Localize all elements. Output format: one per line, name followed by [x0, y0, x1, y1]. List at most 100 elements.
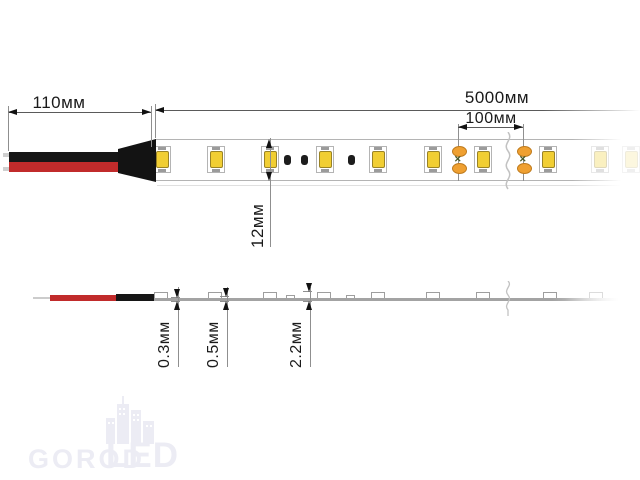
dim-arrow-right: [514, 124, 523, 130]
resistor-smd: [347, 155, 355, 165]
led-side-profile: [371, 292, 385, 298]
wire-red-side: [50, 294, 117, 301]
led-smd: [207, 146, 225, 173]
dim-line-100: [458, 127, 523, 128]
break-wave-icon: [505, 132, 511, 190]
wire-black-side: [116, 294, 154, 301]
dim-arrow-down: [223, 287, 229, 297]
dim-label-cut-step: 100мм: [465, 110, 517, 127]
led-body: [624, 151, 638, 168]
led-side-profile: [426, 292, 440, 298]
cut-mark-x: ✕: [519, 153, 527, 164]
dim-line-5000: [155, 110, 640, 111]
dim-label-thickness-0: 0.3мм: [156, 321, 173, 368]
dim-line-110: [8, 112, 151, 113]
led-contact: [429, 147, 437, 150]
led-contact: [627, 169, 635, 172]
led-contact: [158, 147, 166, 150]
wire-bare-tip-side: [33, 297, 51, 299]
dim-extension-line: [7, 106, 9, 151]
dim-line-12: [269, 138, 271, 247]
led-contact: [212, 169, 220, 172]
solder-pad: [451, 163, 467, 174]
led-body: [476, 151, 490, 168]
resistor-smd: [283, 155, 291, 165]
solder-pad: [516, 163, 532, 174]
led-contact: [429, 169, 437, 172]
led-side-profile: [317, 292, 331, 298]
watermark-text-gorod: GOROD: [28, 444, 146, 474]
led-smd: [369, 146, 387, 173]
led-side-profile: [589, 292, 603, 298]
watermark-logo: GOROD LED: [24, 394, 284, 480]
dim-arrow-up: [174, 300, 180, 310]
led-side-profile: [476, 292, 490, 298]
dim-arrow-up: [306, 300, 312, 310]
solder-pad: [516, 146, 532, 157]
dim-arrow-left: [458, 124, 467, 130]
dim-arrow-down: [266, 172, 272, 181]
dim-arrow-up: [223, 300, 229, 310]
dim-label-strip-length: 5000мм: [464, 88, 530, 107]
led-contact: [374, 169, 382, 172]
led-contact: [544, 147, 552, 150]
city-skyline-icon: [106, 396, 154, 444]
break-wave-icon: [505, 281, 511, 316]
led-contact: [158, 169, 166, 172]
wire-bare-tip: [3, 153, 10, 157]
dim-extension-line: [150, 106, 152, 147]
led-contact: [544, 169, 552, 172]
led-smd: [316, 146, 334, 173]
connector-heatshrink-icon: [118, 139, 156, 182]
led-contact: [212, 147, 220, 150]
cut-mark-x: ✕: [454, 153, 462, 164]
led-body: [209, 151, 223, 168]
dim-line-vertical: [177, 287, 179, 367]
led-smd: [474, 146, 492, 173]
led-contact: [321, 169, 329, 172]
led-side-profile: [208, 292, 222, 298]
resistor-side-profile: [346, 295, 355, 298]
dim-arrow-down: [306, 283, 312, 292]
led-smd: [622, 146, 640, 173]
dim-arrow-left: [155, 107, 164, 113]
dim-label-strip-width: 12мм: [248, 203, 267, 248]
led-contact: [627, 147, 635, 150]
led-contact: [479, 169, 487, 172]
dim-label-thickness-1: 0.5мм: [205, 321, 222, 368]
led-smd: [591, 146, 609, 173]
led-body: [318, 151, 332, 168]
dim-label-thickness-2: 2.2мм: [288, 321, 305, 368]
dim-line-vertical: [226, 287, 228, 367]
resistor-smd: [300, 155, 308, 165]
led-body: [155, 151, 169, 168]
led-body: [371, 151, 385, 168]
led-contact: [321, 147, 329, 150]
led-smd: [424, 146, 442, 173]
led-contact: [479, 147, 487, 150]
led-body: [426, 151, 440, 168]
led-body: [593, 151, 607, 168]
wire-black: [9, 151, 121, 162]
dim-line-vertical: [309, 287, 311, 367]
led-side-profile: [543, 292, 557, 298]
strip-shadow-line: [157, 185, 640, 186]
wire-bare-tip: [3, 167, 10, 171]
dim-extension-line: [154, 104, 156, 138]
resistor-side-profile: [286, 295, 295, 298]
solder-pad: [451, 146, 467, 157]
led-contact: [374, 147, 382, 150]
dim-arrow-left: [8, 109, 17, 115]
led-side-profile: [154, 292, 168, 298]
dim-arrow-down: [174, 289, 180, 298]
led-contact: [596, 147, 604, 150]
led-strip-top-view: [155, 139, 640, 181]
pcb-side-profile: [153, 298, 640, 301]
dim-label-wire-length: 110мм: [32, 93, 86, 112]
led-contact: [596, 169, 604, 172]
dim-arrow-right: [142, 109, 151, 115]
led-body: [541, 151, 555, 168]
led-smd: [539, 146, 557, 173]
led-side-profile: [263, 292, 277, 298]
